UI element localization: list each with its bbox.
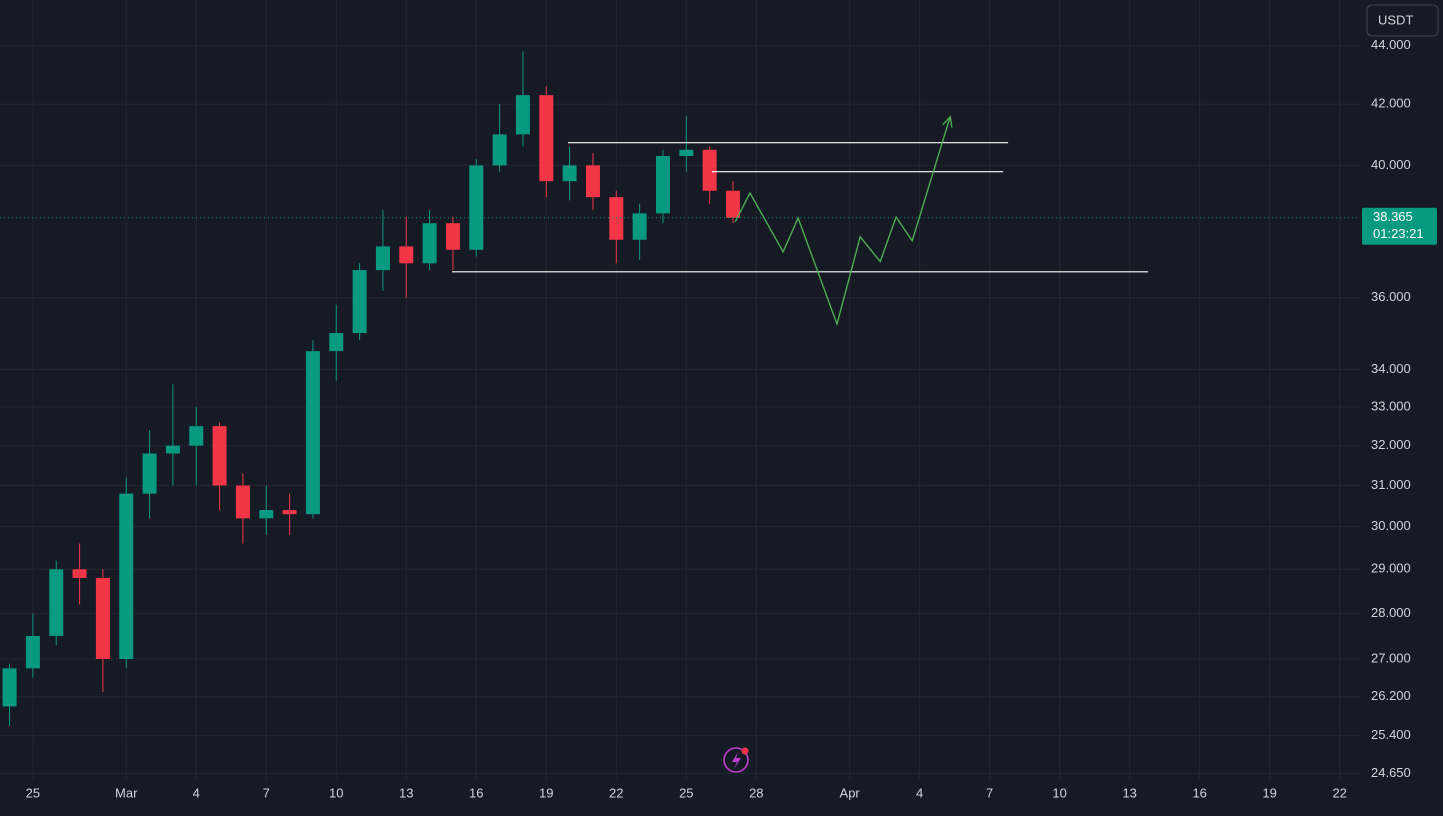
candle-body bbox=[95, 577, 110, 659]
projection-arrowhead bbox=[942, 115, 953, 128]
y-tick-label: 29.000 bbox=[1371, 561, 1411, 576]
y-tick-label: 32.000 bbox=[1371, 437, 1411, 452]
x-tick-label: 19 bbox=[1262, 785, 1276, 800]
candle-body bbox=[25, 635, 40, 669]
candle-body bbox=[72, 569, 87, 578]
candle-body bbox=[632, 213, 647, 240]
x-tick-label: 25 bbox=[26, 785, 40, 800]
last-price-label: 38.365 bbox=[1373, 209, 1413, 224]
lightning-circle[interactable] bbox=[723, 747, 749, 773]
x-tick-label: 22 bbox=[609, 785, 623, 800]
candle-body bbox=[352, 270, 367, 334]
candle-body bbox=[492, 134, 507, 166]
x-tick-label: 16 bbox=[469, 785, 483, 800]
candle-body bbox=[399, 246, 414, 264]
x-tick-label: Mar bbox=[115, 785, 138, 800]
candle-body bbox=[305, 351, 320, 515]
y-tick-label: 30.000 bbox=[1371, 518, 1411, 533]
x-tick-label: 13 bbox=[1122, 785, 1136, 800]
candle-body bbox=[165, 445, 180, 454]
x-tick-label: 16 bbox=[1192, 785, 1206, 800]
candle-body bbox=[515, 95, 530, 135]
candle-body bbox=[2, 668, 17, 707]
candle-body bbox=[212, 426, 227, 486]
candle-body bbox=[329, 333, 344, 352]
candle-body bbox=[142, 453, 157, 494]
y-tick-label: 44.000 bbox=[1371, 37, 1411, 52]
y-tick-label: 25.400 bbox=[1371, 727, 1411, 742]
currency-label[interactable]: USDT bbox=[1378, 12, 1413, 27]
candle-body bbox=[562, 165, 577, 182]
y-tick-label: 28.000 bbox=[1371, 605, 1411, 620]
candle-body bbox=[679, 149, 694, 156]
x-tick-label: 10 bbox=[329, 785, 343, 800]
x-tick-label: 10 bbox=[1052, 785, 1066, 800]
y-tick-label: 34.000 bbox=[1371, 361, 1411, 376]
candle-body bbox=[235, 485, 250, 519]
candle-body bbox=[119, 493, 134, 659]
x-tick-label: Apr bbox=[840, 785, 861, 800]
currency-button[interactable]: USDT bbox=[1366, 4, 1439, 37]
x-tick-label: 7 bbox=[263, 785, 270, 800]
candle-body bbox=[375, 246, 390, 271]
candle-body bbox=[609, 197, 624, 240]
x-tick-label: 22 bbox=[1332, 785, 1346, 800]
candle-body bbox=[49, 569, 64, 636]
x-tick-label: 28 bbox=[749, 785, 763, 800]
lightning-icon[interactable] bbox=[732, 752, 741, 769]
x-tick-label: 25 bbox=[679, 785, 693, 800]
candle-body bbox=[655, 155, 670, 214]
candle-body bbox=[422, 223, 437, 264]
candle-body bbox=[585, 165, 600, 198]
lightning-button[interactable] bbox=[723, 747, 749, 773]
x-tick-label: 13 bbox=[399, 785, 413, 800]
candle-body bbox=[282, 510, 297, 515]
x-tick-label: 4 bbox=[193, 785, 200, 800]
x-tick-label: 4 bbox=[916, 785, 923, 800]
y-tick-label: 36.000 bbox=[1371, 289, 1411, 304]
notification-dot bbox=[741, 747, 749, 755]
candle-body bbox=[445, 223, 460, 250]
y-tick-label: 24.650 bbox=[1371, 765, 1411, 780]
y-tick-label: 40.000 bbox=[1371, 157, 1411, 172]
x-tick-label: 7 bbox=[986, 785, 993, 800]
candle-body bbox=[259, 510, 274, 519]
y-tick-label: 26.200 bbox=[1371, 688, 1411, 703]
projection-path bbox=[734, 116, 951, 327]
y-tick-label: 42.000 bbox=[1371, 96, 1411, 111]
candle-body bbox=[725, 190, 740, 218]
candle-body bbox=[189, 426, 204, 446]
candle-body bbox=[702, 149, 717, 191]
x-tick-label: 19 bbox=[539, 785, 553, 800]
y-tick-label: 27.000 bbox=[1371, 650, 1411, 665]
candle-body bbox=[539, 95, 554, 182]
last-price-box bbox=[1362, 207, 1437, 245]
y-tick-label: 31.000 bbox=[1371, 477, 1411, 492]
currency-button-frame[interactable] bbox=[1366, 4, 1439, 37]
y-tick-label: 33.000 bbox=[1371, 398, 1411, 413]
countdown-label: 01:23:21 bbox=[1373, 226, 1424, 241]
candle-body bbox=[469, 165, 484, 250]
